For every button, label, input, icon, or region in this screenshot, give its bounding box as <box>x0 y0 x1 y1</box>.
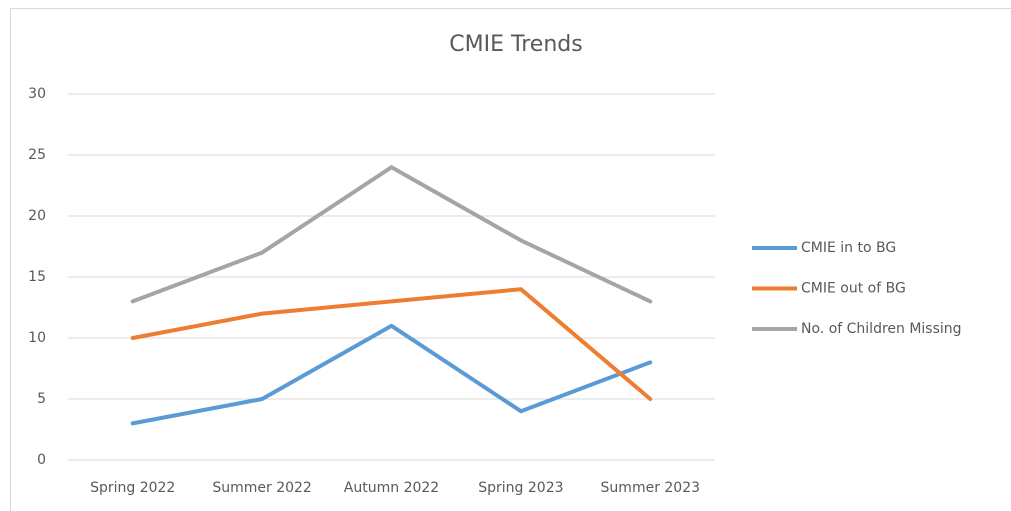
x-tick-label: Summer 2022 <box>212 480 311 496</box>
y-tick-label: 25 <box>28 147 46 163</box>
series-line <box>130 165 653 304</box>
y-tick-label: 10 <box>28 330 46 346</box>
y-tick-label: 30 <box>28 86 46 102</box>
y-tick-label: 20 <box>28 208 46 224</box>
chart-border <box>10 8 1011 511</box>
x-tick-label: Autumn 2022 <box>344 480 439 496</box>
x-tick-label: Spring 2023 <box>478 480 563 496</box>
chart-title: CMIE Trends <box>449 32 582 57</box>
legend-label: No. of Children Missing <box>801 321 962 337</box>
x-tick-label: Summer 2023 <box>601 480 700 496</box>
x-tick-label: Spring 2022 <box>90 480 175 496</box>
legend-label: CMIE out of BG <box>801 281 906 297</box>
y-tick-label: 5 <box>37 391 46 407</box>
series-line <box>130 287 653 401</box>
series-line <box>130 323 653 426</box>
y-tick-label: 15 <box>28 269 46 285</box>
y-tick-label: 0 <box>37 452 46 468</box>
legend-label: CMIE in to BG <box>801 240 896 256</box>
